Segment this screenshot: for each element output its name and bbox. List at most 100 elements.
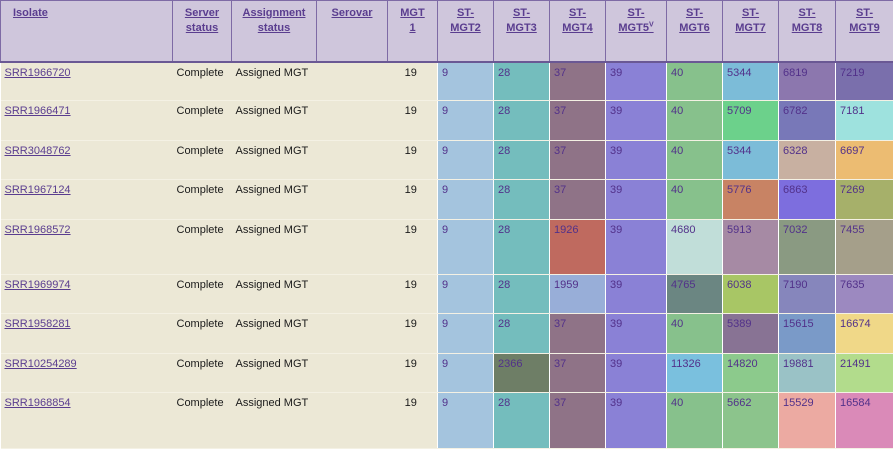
col-header-st-mgt8[interactable]: ST- MGT8 — [778, 0, 836, 63]
assignment-status-cell: Assigned MGT — [231, 353, 317, 393]
assignment-status-cell: Assigned MGT — [231, 100, 317, 141]
st-mgt9-cell: 7181 — [835, 100, 893, 141]
header-line: ST- — [568, 7, 587, 19]
isolate-link[interactable]: SRR3048762 — [4, 145, 71, 157]
col-header-isolate[interactable]: Isolate — [0, 0, 173, 63]
mgt1-cell: 19 — [387, 353, 438, 393]
col-header-st-mgt6[interactable]: ST- MGT6 — [666, 0, 723, 63]
st-mgt3-cell: 28 — [493, 219, 550, 275]
col-header-st-mgt3[interactable]: ST- MGT3 — [493, 0, 550, 63]
table-row: SRR1958281 Complete Assigned MGT 19 9 28 37 39 4… — [0, 313, 893, 354]
st-mgt6-cell: 11326 — [666, 353, 723, 393]
st-mgt6-cell: 40 — [666, 179, 723, 220]
st-mgt5-cell: 39 — [605, 392, 667, 449]
col-header-mgt1[interactable]: MGT 1 — [387, 0, 438, 63]
isolate-link[interactable]: SRR1968572 — [4, 224, 71, 236]
st-mgt4-cell: 37 — [549, 313, 606, 354]
st-mgt8-cell: 7032 — [778, 219, 836, 275]
assignment-status-cell: Assigned MGT — [231, 219, 317, 275]
st-mgt5-cell: 39 — [605, 274, 667, 314]
isolate-cell: SRR1958281 — [0, 313, 173, 354]
st-mgt4-cell: 37 — [549, 353, 606, 393]
st-mgt6-cell: 40 — [666, 61, 723, 101]
st-mgt7-cell: 6038 — [722, 274, 779, 314]
header-superscript: V — [648, 21, 654, 29]
serovar-cell — [316, 313, 388, 354]
st-mgt9-cell: 21491 — [835, 353, 893, 393]
header-line: 1 — [409, 22, 416, 34]
col-header-st-mgt4[interactable]: ST- MGT4 — [549, 0, 606, 63]
st-mgt6-cell: 4680 — [666, 219, 723, 275]
isolate-cell: SRR3048762 — [0, 140, 173, 180]
st-mgt4-cell: 1959 — [549, 274, 606, 314]
header-line: ST- — [685, 7, 704, 19]
serovar-cell — [316, 179, 388, 220]
st-mgt4-cell: 37 — [549, 100, 606, 141]
st-mgt5-cell: 39 — [605, 140, 667, 180]
header-line: Serovar — [331, 7, 373, 19]
st-mgt5-cell: 39 — [605, 313, 667, 354]
table-row: SRR1968854 Complete Assigned MGT 19 9 28 37 39 4… — [0, 392, 893, 449]
serovar-cell — [316, 100, 388, 141]
st-mgt3-cell: 28 — [493, 274, 550, 314]
server-status-cell: Complete — [172, 313, 232, 354]
st-mgt7-cell: 5344 — [722, 61, 779, 101]
assignment-status-cell: Assigned MGT — [231, 274, 317, 314]
serovar-cell — [316, 140, 388, 180]
col-header-st-mgt2[interactable]: ST- MGT2 — [437, 0, 494, 63]
isolate-link[interactable]: SRR1966471 — [4, 105, 71, 117]
isolate-link[interactable]: SRR1966720 — [4, 66, 71, 79]
assignment-status-cell: Assigned MGT — [231, 179, 317, 220]
header-line: ST- — [798, 7, 816, 19]
st-mgt7-cell: 5389 — [722, 313, 779, 354]
header-line: Assignment — [242, 7, 306, 19]
server-status-cell: Complete — [172, 179, 232, 220]
server-status-cell: Complete — [172, 140, 232, 180]
table-row: SRR1969974 Complete Assigned MGT 19 9 28 1959 3… — [0, 274, 893, 314]
st-mgt7-cell: 14820 — [722, 353, 779, 393]
st-mgt3-cell: 28 — [493, 100, 550, 141]
table-row: SRR3048762 Complete Assigned MGT 19 9 28 37 39 4… — [0, 140, 893, 180]
isolate-link[interactable]: SRR1958281 — [4, 318, 71, 330]
mgt1-cell: 19 — [387, 140, 438, 180]
isolate-link[interactable]: SRR1967124 — [4, 184, 71, 196]
st-mgt3-cell: 2366 — [493, 353, 550, 393]
st-mgt6-cell: 40 — [666, 100, 723, 141]
st-mgt2-cell: 9 — [437, 353, 494, 393]
st-mgt4-cell: 37 — [549, 392, 606, 449]
serovar-cell — [316, 353, 388, 393]
isolate-cell: SRR1968572 — [0, 219, 173, 275]
col-header-st-mgt9[interactable]: ST- MGT9 — [835, 0, 893, 63]
col-header-serovar[interactable]: Serovar — [316, 0, 388, 63]
assignment-status-cell: Assigned MGT — [231, 140, 317, 180]
header-line: ST- — [741, 7, 760, 19]
col-header-st-mgt5[interactable]: ST- MGT5V — [605, 0, 667, 63]
st-mgt6-cell: 40 — [666, 140, 723, 180]
st-mgt6-cell: 40 — [666, 392, 723, 449]
header-line: ST- — [627, 7, 645, 19]
header-line: ST- — [456, 7, 475, 19]
col-header-st-mgt7[interactable]: ST- MGT7 — [722, 0, 779, 63]
mgt1-cell: 19 — [387, 274, 438, 314]
table-row: SRR1966471 Complete Assigned MGT 19 9 28 37 39 4… — [0, 100, 893, 141]
st-mgt4-cell: 1926 — [549, 219, 606, 275]
isolate-cell: SRR1969974 — [0, 274, 173, 314]
isolate-link[interactable]: SRR10254289 — [4, 358, 77, 370]
header-line: MGT9 — [849, 22, 880, 34]
st-mgt2-cell: 9 — [437, 219, 494, 275]
st-mgt7-cell: 5776 — [722, 179, 779, 220]
st-mgt8-cell: 6328 — [778, 140, 836, 180]
server-status-cell: Complete — [172, 392, 232, 449]
mgt1-cell: 19 — [387, 61, 438, 101]
server-status-cell: Complete — [172, 61, 232, 101]
isolate-link[interactable]: SRR1968854 — [4, 397, 71, 409]
st-mgt9-cell: 16584 — [835, 392, 893, 449]
st-mgt2-cell: 9 — [437, 140, 494, 180]
st-mgt6-cell: 40 — [666, 313, 723, 354]
mgt1-cell: 19 — [387, 179, 438, 220]
col-header-assignment-status[interactable]: Assignment status — [231, 0, 317, 63]
serovar-cell — [316, 61, 388, 101]
table-row: SRR10254289 Complete Assigned MGT 19 9 2366 37… — [0, 353, 893, 393]
isolate-link[interactable]: SRR1969974 — [4, 279, 71, 291]
col-header-server-status[interactable]: Server status — [172, 0, 232, 63]
